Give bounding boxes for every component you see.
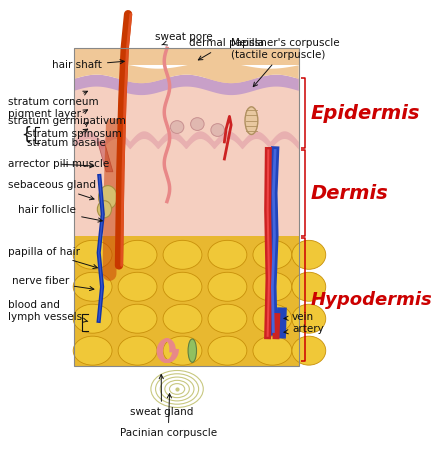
Polygon shape (74, 142, 299, 236)
Text: Dermis: Dermis (311, 184, 388, 202)
Ellipse shape (245, 107, 258, 135)
Ellipse shape (97, 201, 111, 218)
Ellipse shape (292, 336, 326, 365)
Polygon shape (74, 48, 299, 65)
Ellipse shape (253, 272, 292, 301)
Text: stratum spinosum: stratum spinosum (27, 122, 121, 140)
Text: stratum basale: stratum basale (27, 129, 105, 148)
Ellipse shape (292, 240, 326, 269)
Ellipse shape (163, 240, 202, 269)
Text: artery: artery (284, 324, 324, 334)
Ellipse shape (253, 336, 292, 365)
Ellipse shape (292, 272, 326, 301)
Ellipse shape (118, 240, 157, 269)
Ellipse shape (73, 336, 112, 365)
Ellipse shape (208, 304, 247, 333)
Text: vein: vein (284, 312, 314, 323)
Text: blood and
lymph vessels: blood and lymph vessels (8, 300, 88, 322)
Text: arrector pili muscle: arrector pili muscle (8, 159, 109, 169)
Text: Meissner's corpuscle
(tactile corpuscle): Meissner's corpuscle (tactile corpuscle) (231, 38, 340, 86)
Ellipse shape (208, 240, 247, 269)
Ellipse shape (208, 272, 247, 301)
Text: stratum corneum
pigment layer: stratum corneum pigment layer (8, 91, 99, 119)
Ellipse shape (98, 185, 117, 209)
Ellipse shape (191, 117, 204, 130)
Ellipse shape (188, 339, 197, 362)
Ellipse shape (170, 121, 184, 134)
Ellipse shape (163, 272, 202, 301)
Text: Pacinian corpuscle: Pacinian corpuscle (120, 394, 217, 438)
Polygon shape (74, 75, 299, 95)
Ellipse shape (253, 304, 292, 333)
Ellipse shape (253, 240, 292, 269)
Ellipse shape (292, 304, 326, 333)
Ellipse shape (73, 304, 112, 333)
Text: sweat gland: sweat gland (130, 374, 193, 417)
Ellipse shape (163, 304, 202, 333)
Text: Epidermis: Epidermis (311, 104, 420, 123)
Ellipse shape (118, 336, 157, 365)
Text: sebaceous gland: sebaceous gland (8, 180, 96, 200)
Text: papilla of hair: papilla of hair (8, 247, 97, 269)
Polygon shape (98, 142, 113, 172)
Text: dermal papilla: dermal papilla (189, 38, 264, 60)
Polygon shape (74, 78, 299, 142)
Text: hair follicle: hair follicle (18, 205, 102, 222)
Text: hair shaft: hair shaft (52, 59, 124, 70)
Ellipse shape (211, 124, 224, 136)
Text: nerve fiber: nerve fiber (11, 276, 94, 291)
Ellipse shape (73, 272, 112, 301)
Polygon shape (74, 236, 299, 365)
Ellipse shape (208, 336, 247, 365)
Text: sweat pore: sweat pore (155, 32, 213, 45)
Ellipse shape (163, 336, 202, 365)
Text: Hypodermis: Hypodermis (311, 291, 432, 309)
Text: {: { (22, 126, 31, 144)
Text: stratum germinativum: stratum germinativum (8, 110, 126, 126)
Polygon shape (74, 131, 299, 149)
Polygon shape (74, 62, 299, 83)
Ellipse shape (118, 304, 157, 333)
Ellipse shape (73, 240, 112, 269)
Ellipse shape (118, 272, 157, 301)
